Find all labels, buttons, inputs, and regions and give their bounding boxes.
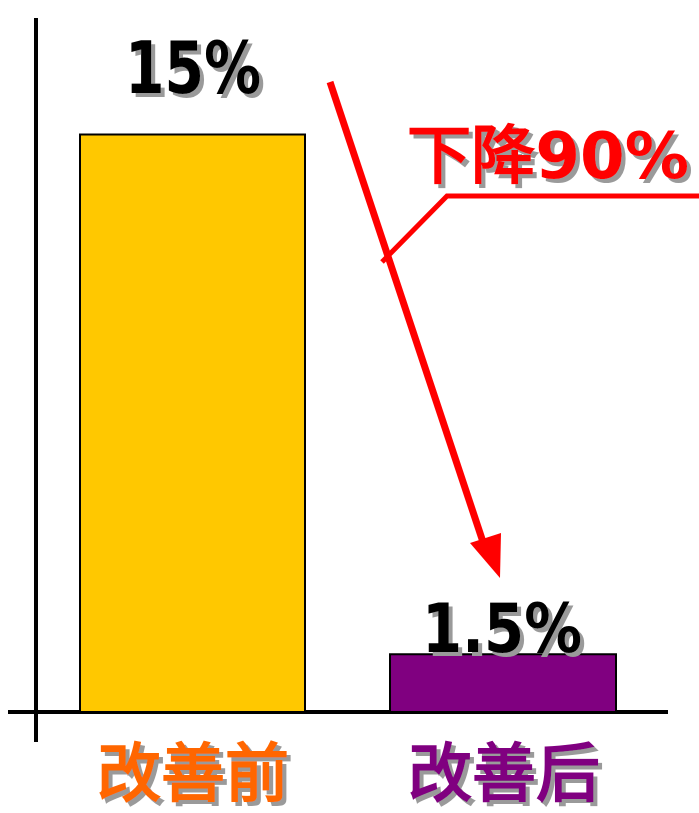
annotation-leader-line (380, 193, 699, 264)
decrease-annotation: 下降90% (407, 120, 689, 194)
category-label-after: 改善后 (408, 738, 600, 808)
bar-before (79, 133, 306, 713)
category-label-before: 改善前 (97, 738, 289, 808)
bar-after (389, 653, 617, 713)
value-label-before: 15% (125, 26, 261, 110)
decrease-arrow (326, 80, 501, 578)
value-label-after: 1.5% (422, 590, 582, 669)
